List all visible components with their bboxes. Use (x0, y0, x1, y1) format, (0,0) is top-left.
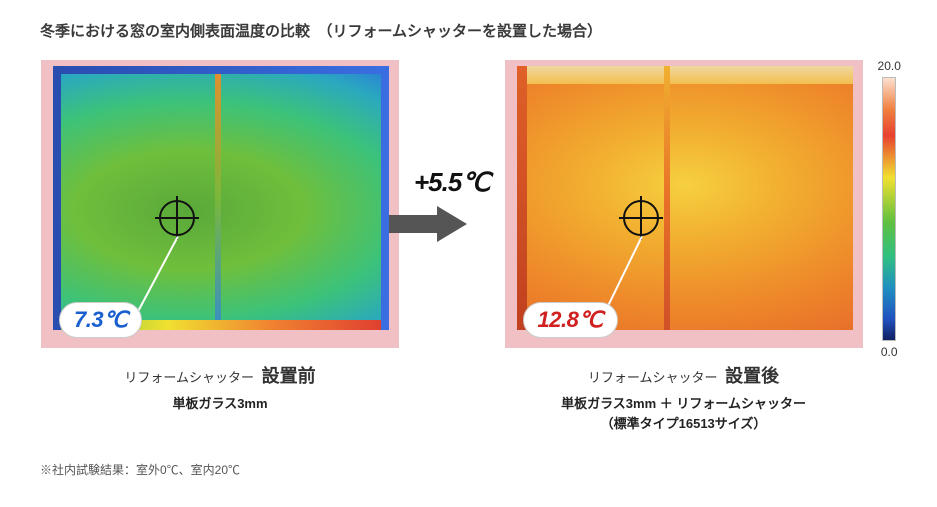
caption-before: リフォームシャッター 設置前 単板ガラス3mm (124, 363, 315, 414)
window-after (517, 66, 853, 330)
arrow-right-icon (437, 206, 467, 242)
crosshair-icon (623, 200, 659, 236)
panel-after: 12.8℃ リフォームシャッター 設置後 単板ガラス3mm ＋ リフォームシャッ… (504, 59, 864, 433)
thermal-image-before: 7.3℃ (40, 59, 400, 349)
sash-divider (664, 66, 670, 330)
temperature-badge-before: 7.3℃ (59, 302, 142, 338)
panel-before: 7.3℃ リフォームシャッター 設置前 単板ガラス3mm (40, 59, 400, 414)
crosshair-icon (159, 200, 195, 236)
caption-strong: 設置前 (262, 366, 316, 386)
caption-prefix: リフォームシャッター (124, 370, 254, 385)
caption-sub1: 単板ガラス3mm ＋ リフォームシャッター (561, 394, 806, 414)
thermal-image-after: 12.8℃ (504, 59, 864, 349)
caption-after: リフォームシャッター 設置後 単板ガラス3mm ＋ リフォームシャッター （標準… (561, 363, 806, 433)
scale-min-label: 0.0 (881, 345, 898, 359)
delta-label: +5.5℃ (414, 167, 490, 198)
comparison-row: 7.3℃ リフォームシャッター 設置前 単板ガラス3mm +5.5℃ 12.8℃… (40, 59, 897, 433)
sash-divider (215, 74, 221, 322)
caption-sub2: （標準タイプ16513サイズ） (561, 414, 806, 434)
temperature-badge-after: 12.8℃ (523, 302, 618, 338)
arrow-column: +5.5℃ (414, 59, 490, 349)
caption-sub: 単板ガラス3mm (124, 394, 315, 414)
scale-max-label: 20.0 (878, 59, 901, 73)
caption-strong: 設置後 (725, 366, 779, 386)
color-scale: 20.0 0.0 (878, 59, 901, 359)
caption-prefix: リフォームシャッター (588, 370, 718, 385)
scale-gradient-bar (882, 77, 896, 341)
footnote: ※社内試験結果：室外0℃、室内20℃ (40, 461, 897, 478)
page-title: 冬季における窓の室内側表面温度の比較 （リフォームシャッターを設置した場合） (40, 20, 897, 41)
window-before (53, 66, 389, 330)
